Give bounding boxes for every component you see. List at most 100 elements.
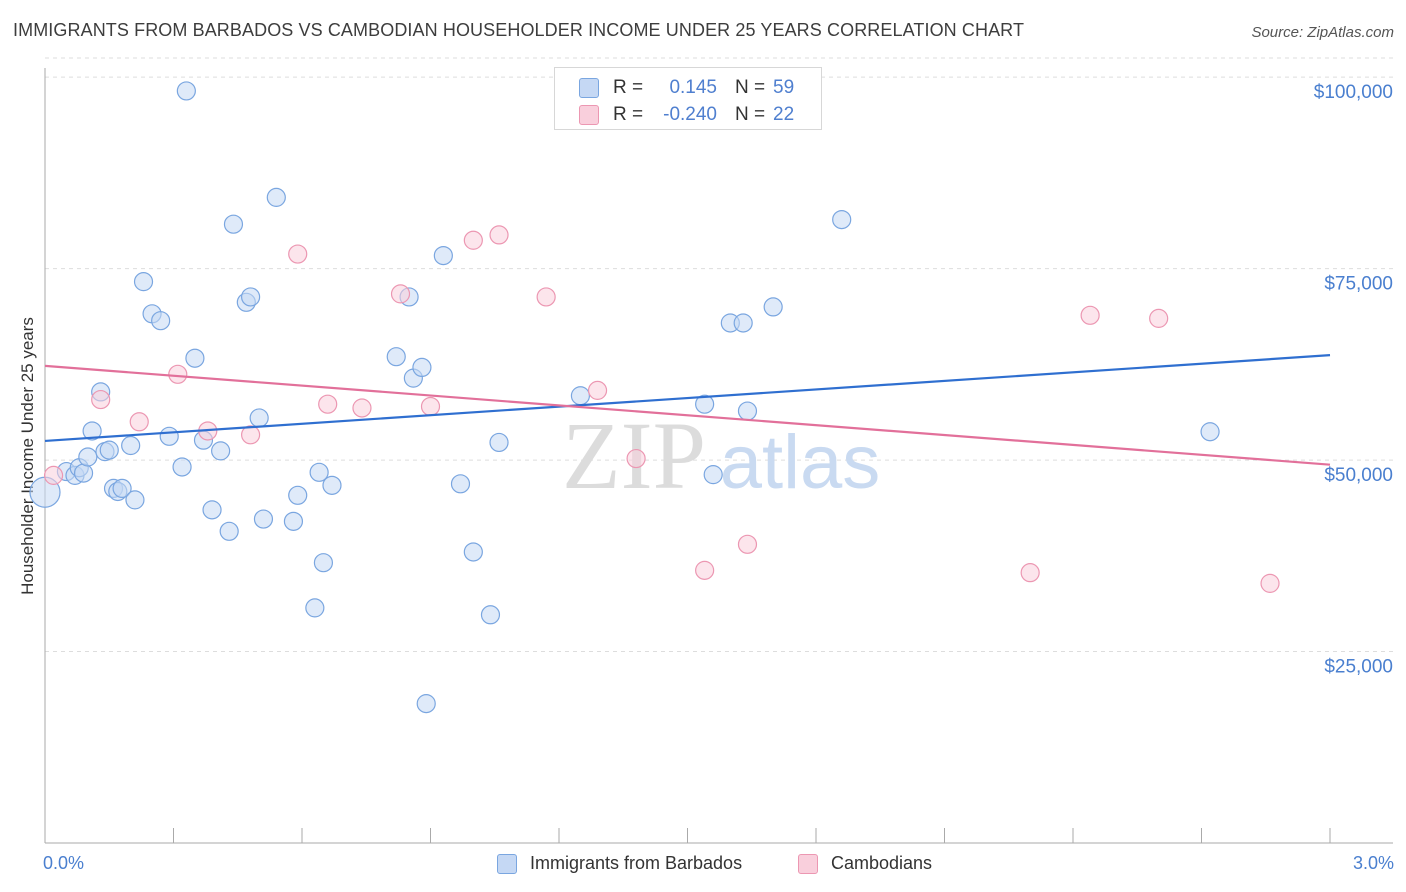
legend-swatch-barbados xyxy=(497,854,517,874)
legend-swatch-cambodians xyxy=(798,854,818,874)
point-barbados xyxy=(305,598,325,618)
point-barbados xyxy=(570,386,591,406)
point-barbados xyxy=(121,435,141,456)
point-cambodians xyxy=(695,560,715,580)
axes xyxy=(44,68,1393,844)
point-barbados xyxy=(489,432,509,453)
point-barbados xyxy=(1200,422,1220,442)
point-cambodians xyxy=(626,448,646,469)
watermark: ZIP atlas xyxy=(562,402,880,509)
point-barbados xyxy=(219,521,239,541)
stats-swatch-barbados xyxy=(579,78,599,98)
x-tick-label: 0.0% xyxy=(43,853,84,873)
trend-lines xyxy=(44,354,1331,466)
point-cambodians xyxy=(352,398,372,418)
trend-line-cambodians xyxy=(44,364,1331,466)
chart-title: IMMIGRANTS FROM BARBADOS VS CAMBODIAN HO… xyxy=(13,20,1025,40)
point-barbados xyxy=(211,441,231,461)
y-tick-label: $75,000 xyxy=(1324,274,1393,295)
point-barbados xyxy=(172,457,192,477)
point-barbados xyxy=(386,347,406,367)
point-barbados xyxy=(112,478,132,499)
point-barbados xyxy=(159,426,179,446)
point-barbados xyxy=(253,509,274,529)
point-cambodians xyxy=(168,364,188,384)
point-barbados xyxy=(151,311,171,331)
legend-label-cambodians: Cambodians xyxy=(831,853,933,873)
point-barbados xyxy=(322,475,342,495)
point-barbados xyxy=(288,485,308,505)
gridlines xyxy=(45,57,1395,653)
point-barbados xyxy=(480,605,501,625)
source-credit: Source: ZipAtlas.com xyxy=(1251,24,1394,41)
stats-n-value: 22 xyxy=(773,104,795,125)
point-cambodians xyxy=(129,412,149,432)
point-cambodians xyxy=(536,287,556,307)
point-barbados xyxy=(309,462,329,482)
point-cambodians xyxy=(1020,563,1040,583)
point-barbados xyxy=(463,542,483,562)
legend-label-barbados: Immigrants from Barbados xyxy=(530,853,743,873)
point-cambodians xyxy=(318,394,338,414)
stats-r-label: R = xyxy=(613,77,644,98)
point-cambodians xyxy=(420,396,441,417)
watermark-atlas: atlas xyxy=(720,420,881,505)
point-barbados xyxy=(416,694,436,714)
point-barbados xyxy=(695,394,715,414)
point-barbados xyxy=(176,81,196,101)
point-cambodians xyxy=(288,244,308,264)
y-tick-label: $50,000 xyxy=(1324,465,1393,486)
point-cambodians xyxy=(1149,308,1169,328)
point-barbados xyxy=(266,187,286,207)
point-barbados xyxy=(433,245,453,266)
y-tick-label: $25,000 xyxy=(1324,657,1393,678)
x-tick-labels: 0.0% 3.0% xyxy=(43,853,1394,873)
point-barbados xyxy=(283,511,304,531)
point-barbados xyxy=(763,297,783,317)
point-cambodians xyxy=(1080,305,1100,325)
y-tick-label: $100,000 xyxy=(1314,82,1393,103)
point-barbados xyxy=(202,500,222,520)
point-barbados xyxy=(249,408,269,428)
y-tick-labels: $25,000 $50,000 $75,000 $100,000 xyxy=(1314,82,1393,677)
point-cambodians xyxy=(489,225,509,245)
point-cambodians xyxy=(390,284,411,304)
stats-r-label: R = xyxy=(613,104,644,125)
stats-n-label: N = xyxy=(735,77,766,98)
x-tick-label: 3.0% xyxy=(1353,853,1394,873)
point-cambodians xyxy=(1260,573,1280,593)
point-barbados xyxy=(82,421,102,441)
point-barbados xyxy=(73,463,94,483)
stats-row-cambodians: R = -0.240 N = 22 xyxy=(555,101,821,129)
point-barbados xyxy=(412,357,432,378)
stats-swatch-cambodians xyxy=(579,105,599,125)
point-barbados xyxy=(832,209,852,230)
point-barbados xyxy=(733,313,753,333)
point-cambodians xyxy=(737,534,758,554)
stats-r-value: 0.145 xyxy=(669,77,717,98)
stats-n-value: 59 xyxy=(773,77,795,98)
point-barbados xyxy=(450,474,471,494)
stats-box: R = 0.145 N = 59 R = -0.240 N = 22 xyxy=(554,67,822,130)
point-cambodians xyxy=(241,425,261,445)
point-barbados xyxy=(313,553,334,573)
point-barbados xyxy=(133,272,154,292)
point-barbados xyxy=(241,287,261,307)
point-barbados xyxy=(185,348,205,368)
point-cambodians xyxy=(91,389,111,410)
point-cambodians xyxy=(587,380,608,400)
stats-n-label: N = xyxy=(735,104,766,125)
stats-row-barbados: R = 0.145 N = 59 xyxy=(555,74,821,102)
point-barbados xyxy=(125,490,145,510)
point-barbados xyxy=(737,401,758,421)
series-points xyxy=(29,81,1280,714)
point-cambodians xyxy=(43,465,64,485)
trend-line-barbados xyxy=(44,354,1331,443)
stats-r-value: -0.240 xyxy=(663,104,717,125)
point-cambodians xyxy=(463,230,483,250)
point-barbados xyxy=(703,465,723,485)
point-barbados xyxy=(223,214,244,234)
point-barbados xyxy=(78,447,98,467)
point-barbados xyxy=(99,440,119,460)
